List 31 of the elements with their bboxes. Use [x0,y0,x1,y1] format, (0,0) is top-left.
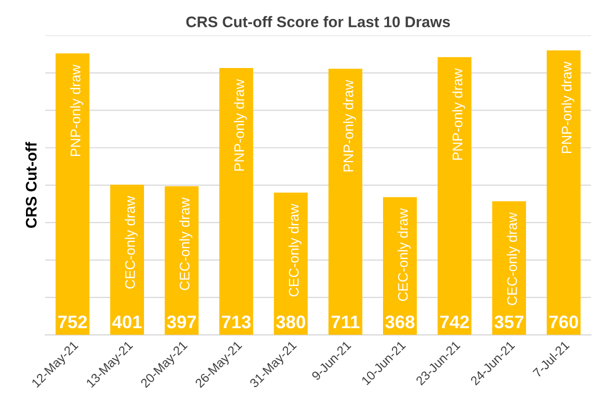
bar [219,68,254,335]
annotation: CEC-only draw [179,197,192,290]
annotation: PNP-only draw [343,80,356,172]
bar [56,53,90,335]
data-label: 401 [112,316,142,328]
annotation: PNP-only draw [452,68,466,160]
data-label: 397 [167,316,196,328]
bar [164,186,199,335]
data-label: 760 [549,316,578,328]
data-label: 368 [385,316,414,328]
data-label: 742 [440,316,469,328]
data-label: 357 [494,316,524,328]
bar [546,50,581,335]
annotation: CEC-only draw [398,208,411,301]
bar [492,201,526,335]
bar [328,68,362,335]
annotation: PNP-only draw [561,62,574,154]
y-axis-title: CRS Cut-off [25,142,37,228]
chart-title: CRS Cut-off Score for Last 10 Draws [186,16,450,28]
bar [438,57,472,335]
annotation: PNP-only draw [234,79,247,171]
annotation: CEC-only draw [124,196,138,289]
annotation: CEC-only draw [506,212,520,306]
data-label: 711 [332,316,360,328]
bar [383,197,417,335]
annotation: CEC-only draw [288,204,302,296]
data-label: 380 [276,316,306,328]
annotation: PNP-only draw [70,64,84,156]
data-label: 752 [58,316,87,328]
data-label: 713 [222,316,251,328]
bar [110,184,144,335]
